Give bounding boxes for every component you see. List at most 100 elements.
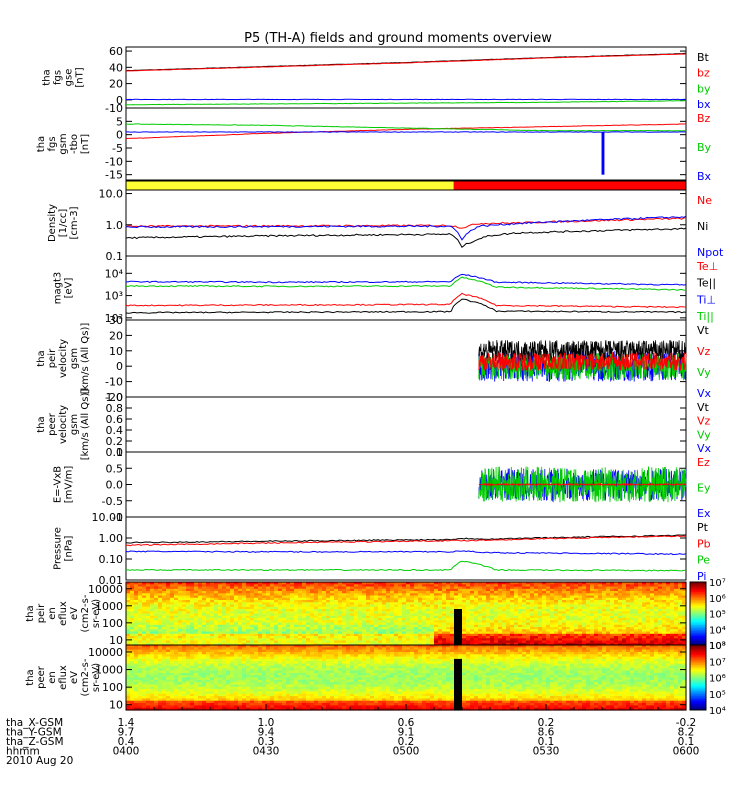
spectrogram-cell [470, 591, 475, 594]
spectrogram-cell [582, 609, 587, 612]
spectrogram-cell [558, 638, 563, 642]
spectrogram-cell [558, 622, 563, 626]
spectrogram-cell [422, 606, 427, 610]
spectrogram-cell [386, 582, 391, 585]
spectrogram-cell [230, 698, 235, 702]
spectrogram-cell [202, 629, 207, 633]
spectrogram-cell [174, 672, 179, 676]
spectrogram-cell [538, 618, 543, 621]
spectrogram-cell [390, 597, 395, 601]
spectrogram-cell [526, 618, 531, 621]
colorbar-cell [690, 600, 706, 603]
spectrogram-cell [282, 638, 287, 642]
spectrogram-cell [250, 638, 255, 642]
spectrogram-cell [322, 627, 327, 630]
spectrogram-cell [638, 606, 643, 610]
spectrogram-cell [218, 591, 223, 594]
spectrogram-cell [466, 640, 471, 644]
spectrogram-cell [234, 604, 239, 608]
spectrogram-cell [166, 595, 171, 599]
spectrogram-cell [330, 609, 335, 612]
spectrogram-cell [278, 629, 283, 633]
spectrogram-cell [414, 620, 419, 624]
spectrogram-cell [654, 618, 659, 621]
spectrogram-cell [630, 609, 635, 612]
spectrogram-cell [222, 624, 227, 628]
spectrogram-cell [670, 602, 675, 606]
spectrogram-cell [194, 631, 199, 635]
spectrogram-cell [642, 604, 647, 608]
spectrogram-cell [558, 627, 563, 630]
spectrogram-cell [150, 700, 155, 704]
spectrogram-cell [638, 631, 643, 635]
spectrogram-cell [198, 633, 203, 637]
spectrogram-cell [414, 604, 419, 608]
spectrogram-cell [498, 638, 503, 642]
spectrogram-cell [174, 584, 179, 588]
spectrogram-cell [162, 633, 167, 637]
spectrogram-cell [342, 640, 347, 644]
panel-frame [125, 516, 687, 581]
spectrogram-cell [478, 584, 483, 588]
spectrogram-cell [162, 631, 167, 635]
spectrogram-cell [154, 700, 159, 704]
spectrogram-cell [682, 631, 687, 635]
spectrogram-cell [194, 633, 199, 637]
spectrogram-cell [210, 604, 215, 608]
spectrogram-cell [646, 602, 651, 606]
spectrogram-cell [538, 631, 543, 635]
spectrogram-cell [410, 604, 415, 608]
spectrogram-cell [518, 591, 523, 594]
spectrogram-cell [210, 622, 215, 626]
spectrogram-cell [562, 602, 567, 606]
spectrogram-cell [130, 613, 135, 617]
spectrogram-cell [586, 597, 591, 601]
spectrogram-cell [190, 622, 195, 626]
spectrogram-cell [602, 627, 607, 630]
spectrogram-cell [474, 620, 479, 624]
spectrogram-cell [506, 586, 511, 590]
spectrogram-cell [158, 645, 163, 648]
spectrogram-cell [446, 593, 451, 597]
spectrogram-cell [210, 584, 215, 588]
spectrogram-cell [198, 615, 203, 619]
spectrogram-cell [278, 618, 283, 621]
spectrogram-cell [194, 707, 199, 711]
spectrogram-cell [610, 631, 615, 635]
spectrogram-cell [470, 597, 475, 601]
spectrogram-cell [418, 602, 423, 606]
spectrogram-cell [142, 606, 147, 610]
spectrogram-cell [218, 604, 223, 608]
spectrogram-cell [550, 609, 555, 612]
spectrogram-cell [282, 586, 287, 590]
spectrogram-cell [338, 633, 343, 637]
spectrogram-cell [494, 604, 499, 608]
spectrogram-cell [506, 602, 511, 606]
spectrogram-cell [518, 629, 523, 633]
spectrogram-cell [494, 595, 499, 599]
spectrogram-cell [634, 602, 639, 606]
spectrogram-cell [214, 705, 219, 709]
spectrogram-cell [210, 647, 215, 651]
y-axis-label: en [47, 607, 58, 620]
spectrogram-cell [454, 620, 459, 624]
spectrogram-cell [170, 591, 175, 594]
spectrogram-cell [358, 593, 363, 597]
spectrogram-cell [334, 593, 339, 597]
spectrogram-cell [178, 611, 183, 615]
spectrogram-cell [650, 609, 655, 612]
spectrogram-cell [330, 642, 335, 646]
spectrogram-cell [414, 600, 419, 603]
spectrogram-cell [450, 597, 455, 601]
spectrogram-cell [198, 700, 203, 704]
spectrogram-cell [386, 604, 391, 608]
spectrogram-cell [210, 682, 215, 685]
spectrogram-cell [206, 588, 211, 592]
spectrogram-cell [394, 584, 399, 588]
spectrogram-cell [362, 615, 367, 619]
spectrogram-cell [502, 624, 507, 628]
spectrogram-cell [338, 629, 343, 633]
spectrogram-cell [570, 582, 575, 585]
y-tick-label: 5 [116, 115, 123, 128]
spectrogram-cell [510, 611, 515, 615]
